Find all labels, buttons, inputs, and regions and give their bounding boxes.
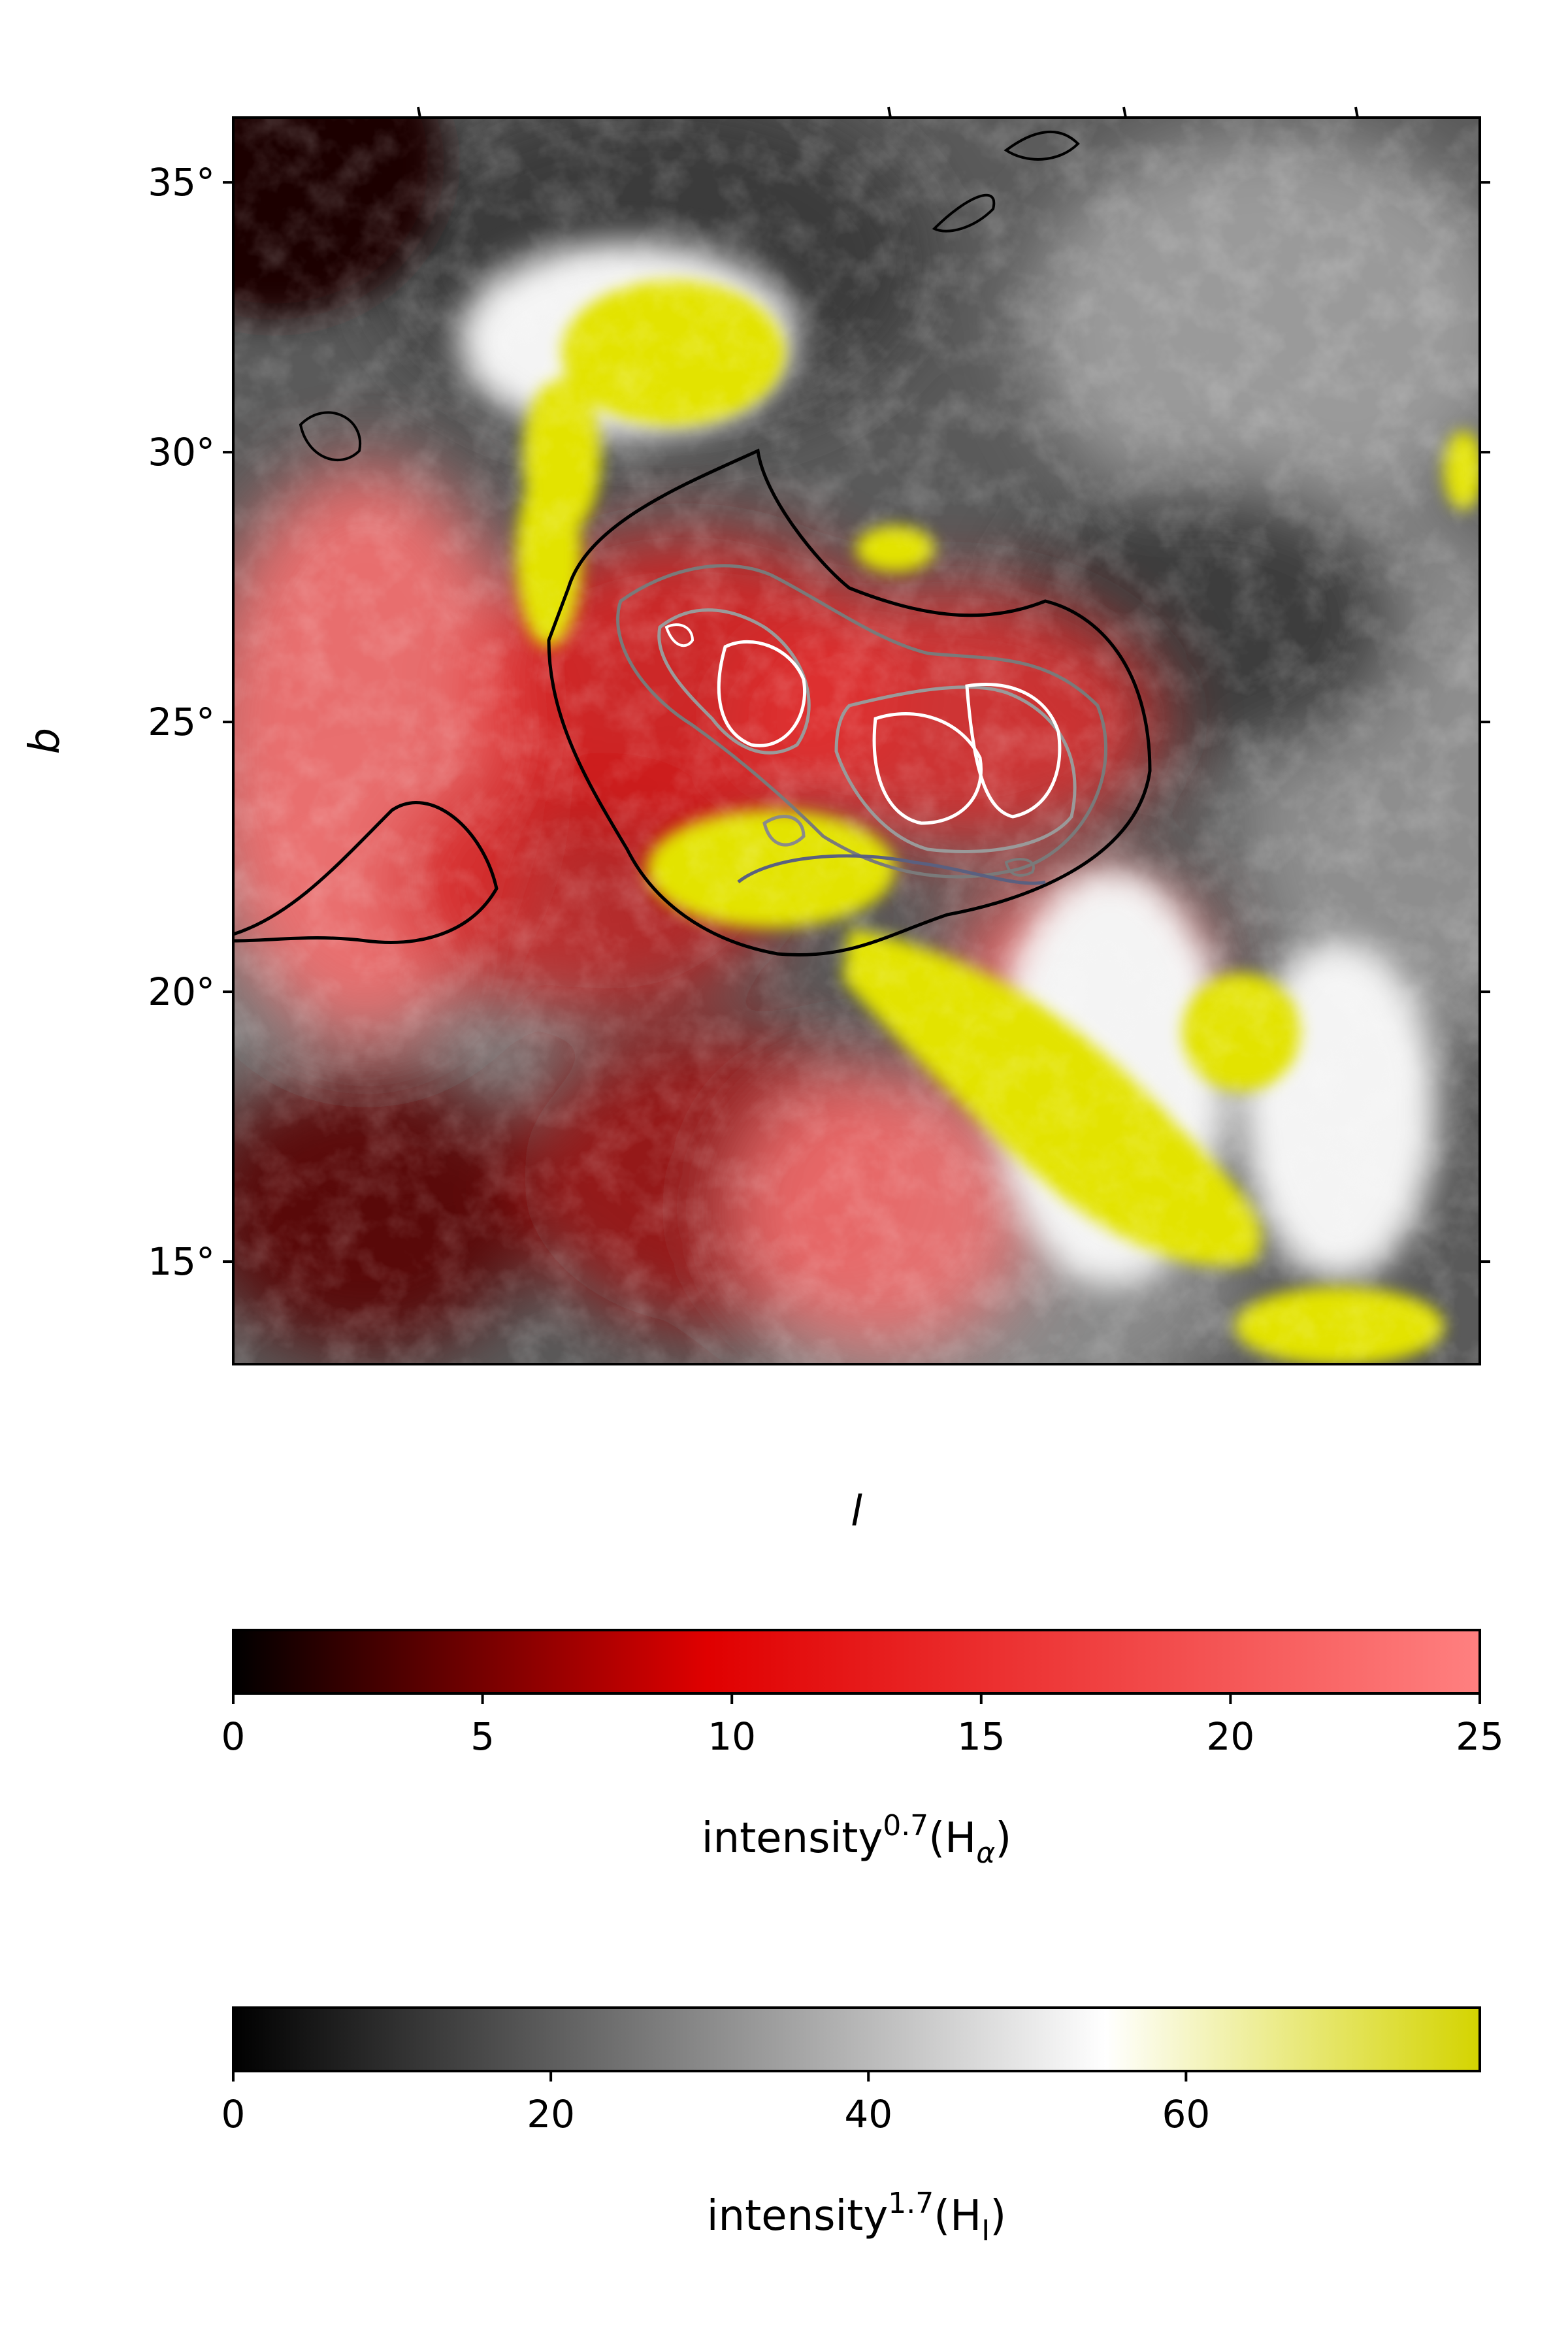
contour-small-1	[664, 623, 694, 647]
colorbar-tick-label: 0	[221, 1714, 246, 1759]
top-tick	[417, 106, 421, 118]
scatter-point	[59, 1282, 82, 1306]
colorbar-tick-label: 20	[527, 2092, 575, 2136]
colorbar-tick-label: 20	[1206, 1714, 1254, 1759]
map-image	[0, 118, 1480, 1364]
contour-small-3	[1004, 858, 1035, 877]
contour-lower-arc	[737, 854, 1046, 885]
colorbar-tick-label: 40	[844, 2092, 892, 2136]
contour-left-region	[233, 801, 498, 944]
map-frame	[232, 116, 1481, 1365]
contour-top-right	[932, 130, 1080, 233]
contour-mid-3	[834, 685, 1077, 853]
map-ticks	[223, 106, 1490, 1264]
colorbar-hi-label: intensity1.7(HI)	[707, 2187, 1007, 2247]
colorbar-hi-ticks: 0 20 40 60	[221, 2071, 1210, 2136]
colorbar-tick-label: 10	[708, 1714, 756, 1759]
contour-outer	[547, 448, 1152, 957]
colorbar-hi: 0 20 40 60 intensity1.7(HI)	[221, 2006, 1481, 2247]
top-tick	[887, 106, 892, 118]
scatter-points	[0, 689, 82, 1354]
contour-mid-2	[657, 608, 811, 755]
map-tick-labels: 0°355°350°345°15°20°25°30°35°	[148, 160, 215, 1284]
contour-inner-1	[717, 640, 806, 747]
contour-upper-left	[299, 411, 362, 462]
x-axis-label: l	[851, 1488, 862, 1536]
colorbar-halpha-gradient	[232, 1629, 1481, 1695]
colorbar-tick-label: 60	[1162, 2092, 1210, 2136]
colorbar-halpha-label: intensity0.7(Hα)	[702, 1809, 1012, 1870]
top-tick	[1122, 106, 1127, 118]
contour-inner-3	[965, 683, 1062, 819]
y-tick-label: 35°	[148, 160, 215, 204]
colorbar-tick-label: 5	[470, 1714, 495, 1759]
colorbar-halpha-ticks: 0 5 10 15 20 25	[221, 1693, 1504, 1759]
colorbar-tick-label: 0	[221, 2092, 246, 2136]
contour-mid-1	[616, 564, 1108, 879]
intensity-contours	[233, 130, 1152, 957]
colorbar-tick-label: 25	[1456, 1714, 1504, 1759]
map-panel: 0°355°350°345°15°20°25°30°35° l b	[0, 106, 1490, 1536]
y-tick-label: 25°	[148, 700, 215, 744]
y-tick-label: 30°	[148, 430, 215, 474]
y-tick-label: 20°	[148, 970, 215, 1014]
contour-inner-2	[872, 712, 983, 825]
y-axis-label: b	[21, 728, 69, 755]
colorbar-hi-gradient	[232, 2006, 1481, 2072]
contour-small-2	[762, 815, 806, 847]
y-tick-label: 15°	[148, 1239, 215, 1284]
top-tick	[1354, 106, 1359, 118]
colorbar-halpha: 0 5 10 15 20 25 intensity0.7(Hα)	[221, 1629, 1504, 1870]
colorbar-tick-label: 15	[957, 1714, 1005, 1759]
